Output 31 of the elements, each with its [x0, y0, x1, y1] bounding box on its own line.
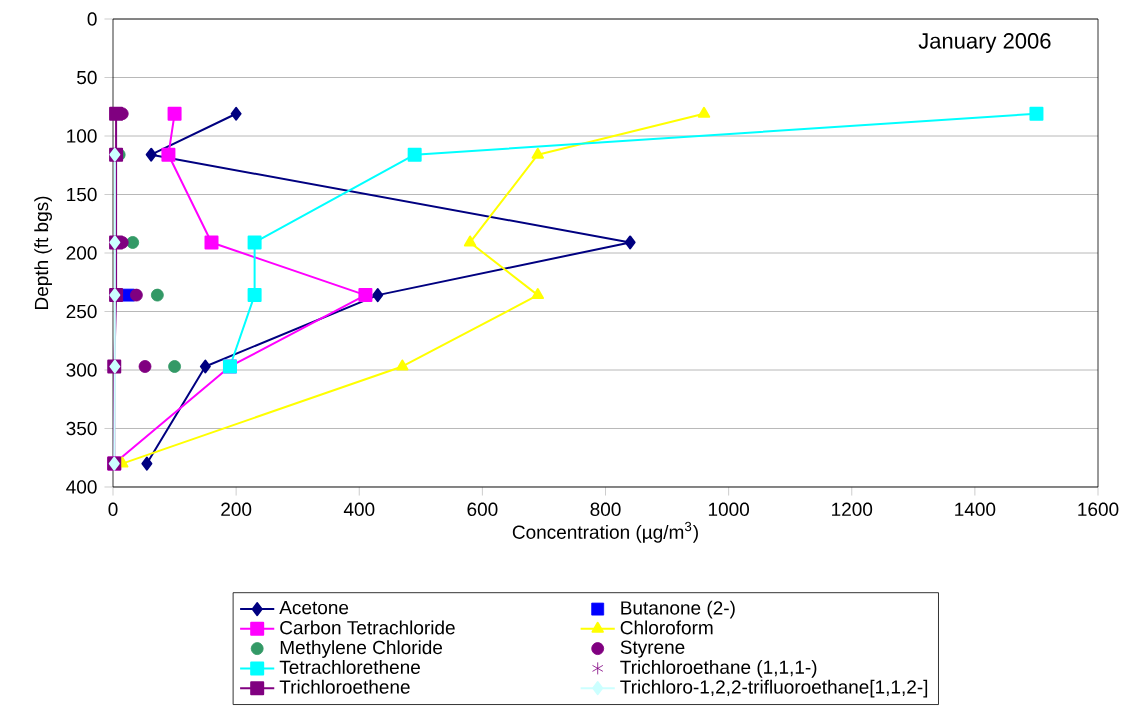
y-tick-label: 0	[87, 12, 97, 26]
x-tick-label: 0	[108, 502, 118, 517]
annotation: January 2006	[918, 33, 1051, 53]
y-tick-label: 150	[67, 187, 97, 202]
y-tick-label: 350	[66, 421, 97, 436]
legend-label: Acetone	[279, 601, 349, 615]
y-tick-label: 250	[66, 304, 97, 319]
x-tick-label: 1400	[955, 502, 996, 517]
legend-label: Chloroform	[620, 620, 713, 635]
legend-label: Trichloroethene	[279, 679, 410, 694]
legend-label: Carbon Tetrachloride	[280, 620, 455, 635]
x-tick-label: 400	[343, 502, 375, 517]
x-axis-title: Concentration (µg/m$^{3}$)	[512, 521, 698, 543]
y-tick-label: 200	[66, 246, 97, 260]
legend-label: Methylene Chloride	[280, 640, 443, 658]
y-tick-label: 300	[66, 363, 97, 377]
legend-label: Trichloroethane (1,1,1-)	[620, 660, 817, 678]
y-tick-label: 100	[67, 129, 97, 143]
y-tick-label: 400	[66, 480, 97, 494]
x-tick-label: 800	[590, 502, 621, 517]
y-tick-label: 50	[77, 70, 97, 85]
x-tick-label: 1200	[832, 502, 873, 517]
y-axis-title: Depth (ft bgs)	[34, 196, 52, 309]
x-tick-label: 1000	[708, 502, 750, 517]
x-tick-label: 200	[221, 502, 252, 517]
legend-label: Tetrachlorethene	[279, 660, 420, 674]
legend-label: Trichloro-1,2,2-trifluoroethane[1,1,2-]	[620, 679, 928, 698]
x-tick-label: 1600	[1078, 502, 1119, 517]
legend-label: Butanone (2-)	[621, 600, 735, 619]
legend-label: Styrene	[620, 640, 685, 658]
x-tick-label: 600	[467, 502, 498, 517]
